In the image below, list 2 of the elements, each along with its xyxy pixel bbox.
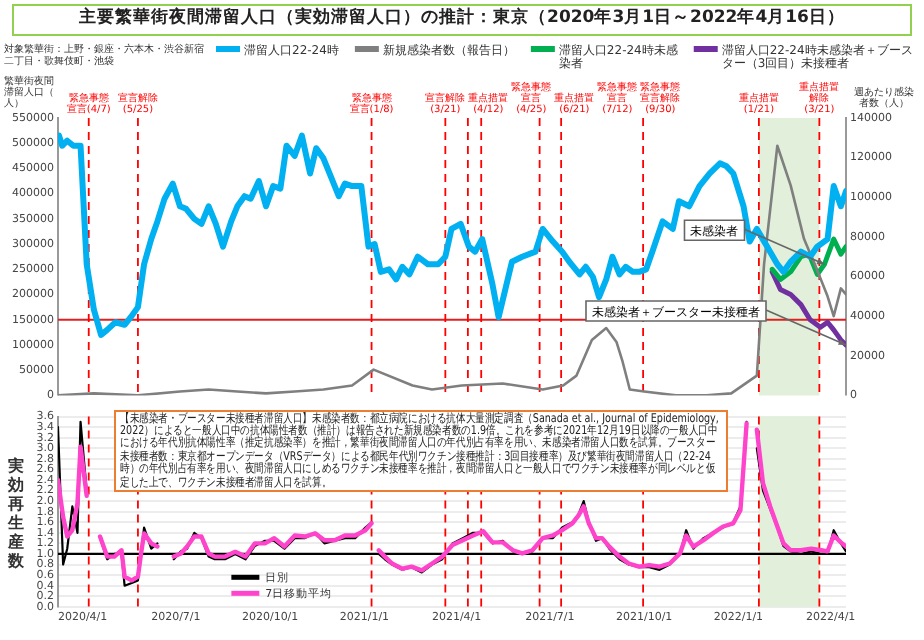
chart-title: 主要繁華街夜間滞留人口（実効滞留人口）の推計：東京（2020年3月1日～2022年4月16日） — [12, 4, 912, 36]
y-axis-title: 実効再生産数 — [6, 454, 26, 570]
